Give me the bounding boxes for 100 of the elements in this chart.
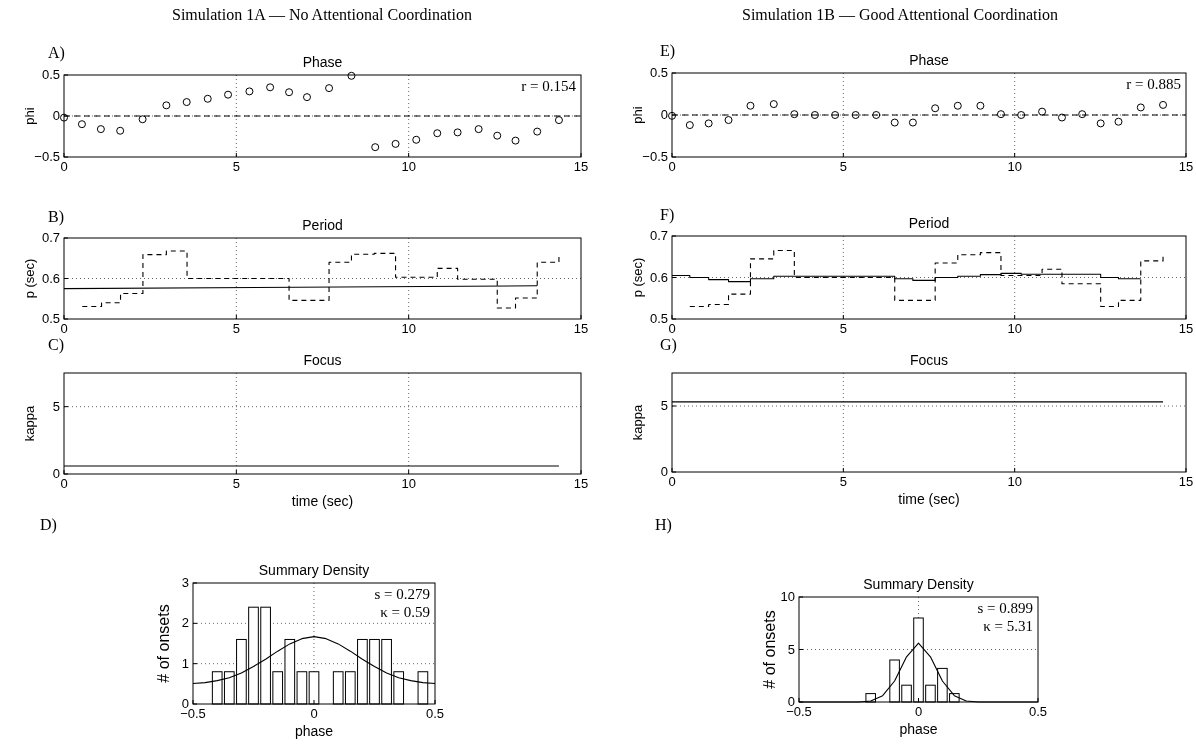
text: E) (660, 42, 676, 60)
point (60, 113, 68, 122)
x-tick-label: 5 (839, 474, 847, 489)
point (1096, 119, 1105, 128)
text: G) (660, 336, 677, 354)
point (810, 111, 819, 119)
chart-title: Summary Density (258, 562, 370, 578)
point (77, 120, 86, 129)
x-tick-label: 5 (232, 476, 240, 491)
point (116, 126, 125, 135)
y-tick-label: 0.6 (41, 270, 60, 286)
point (325, 84, 334, 93)
point (347, 71, 356, 80)
x-tick-label: 15 (1178, 159, 1194, 174)
chart-title: Focus (909, 352, 949, 368)
x-tick-label: 5 (232, 321, 240, 336)
annotation: r = 0.885 (1126, 76, 1181, 92)
x-axis-title: time (sec) (898, 491, 960, 507)
text: H) (655, 516, 672, 534)
point (1159, 100, 1168, 109)
y-tick-label: 0.5 (41, 311, 60, 326)
y-tick-label: 10 (780, 589, 795, 604)
point (685, 121, 694, 130)
x-tick-label: 10 (401, 159, 416, 174)
y-axis-title: # of onsets (155, 604, 172, 683)
y-tick-label: 0 (660, 107, 668, 122)
y-tick-label: 5 (52, 398, 60, 414)
annotation: r = 0.154 (521, 78, 577, 94)
y-tick-label: 0.7 (649, 228, 668, 243)
y-tick-label: −0.5 (642, 149, 668, 164)
point (533, 127, 542, 136)
x-tick-label: 0.5 (425, 706, 445, 721)
point (474, 125, 483, 134)
y-tick-label: 1 (181, 655, 189, 671)
chart-title: Focus (303, 352, 342, 368)
x-tick-label: 15 (573, 476, 589, 491)
y-tick-label: 5 (787, 641, 795, 657)
point (1017, 111, 1026, 119)
point (285, 88, 294, 97)
chart-title: Summary Density (863, 576, 974, 592)
text: A) (48, 44, 65, 62)
chart-title: Phase (909, 52, 950, 68)
chart-title: Phase (302, 54, 343, 70)
x-tick-label: 15 (573, 321, 589, 336)
point (790, 110, 799, 119)
point (371, 143, 380, 152)
point (746, 101, 755, 110)
point (976, 101, 985, 110)
x-axis-title: phase (899, 721, 938, 737)
text: C) (48, 336, 64, 354)
x-axis-title: time (sec) (291, 493, 354, 509)
x-tick-label: 10 (401, 321, 416, 336)
annotation: s = 0.279 (374, 586, 430, 602)
x-tick-label: 5 (839, 321, 847, 336)
chart-title: Period (908, 215, 950, 231)
text: F) (660, 206, 675, 224)
text: Simulation 1B — Good Attentional Coordination (742, 6, 1058, 23)
y-axis-title: phi (22, 107, 37, 125)
point (1136, 103, 1145, 112)
point (391, 139, 400, 148)
x-tick-label: 15 (1178, 321, 1194, 336)
annotation: s = 0.899 (977, 600, 1033, 616)
point (138, 115, 147, 124)
y-axis-title: phi (630, 106, 645, 124)
text: B) (48, 208, 64, 226)
point (996, 110, 1005, 119)
point (245, 87, 254, 96)
chart-title: Period (302, 217, 343, 233)
annotation: κ = 5.31 (983, 618, 1033, 634)
point (704, 119, 713, 128)
x-tick-label: 0.5 (1028, 704, 1048, 719)
x-tick-label: 10 (1007, 474, 1022, 489)
y-axis-title: p (sec) (630, 257, 645, 298)
y-axis-title: kappa (630, 404, 645, 441)
point (1114, 117, 1123, 126)
y-tick-label: 0.6 (649, 269, 668, 285)
point (453, 128, 462, 137)
point (302, 93, 311, 102)
y-tick-label: 0 (52, 108, 60, 123)
x-tick-label: 0 (310, 706, 318, 721)
point (554, 116, 563, 125)
point (890, 118, 899, 127)
point (872, 111, 881, 119)
point (511, 136, 520, 145)
y-tick-label: 5 (660, 398, 668, 413)
y-tick-label: 0 (660, 464, 668, 479)
point (1038, 107, 1047, 116)
x-tick-label: 15 (573, 159, 589, 174)
y-tick-label: 0.7 (41, 230, 60, 245)
point (668, 111, 676, 120)
y-axis-title: # of onsets (761, 610, 778, 689)
point (266, 83, 275, 92)
point (908, 118, 917, 127)
x-tick-label: 5 (232, 159, 240, 174)
text: D) (40, 516, 57, 534)
point (493, 131, 502, 140)
x-tick-label: 10 (401, 476, 416, 491)
y-tick-label: 0.5 (649, 311, 668, 326)
point (433, 129, 442, 138)
point (96, 125, 105, 134)
